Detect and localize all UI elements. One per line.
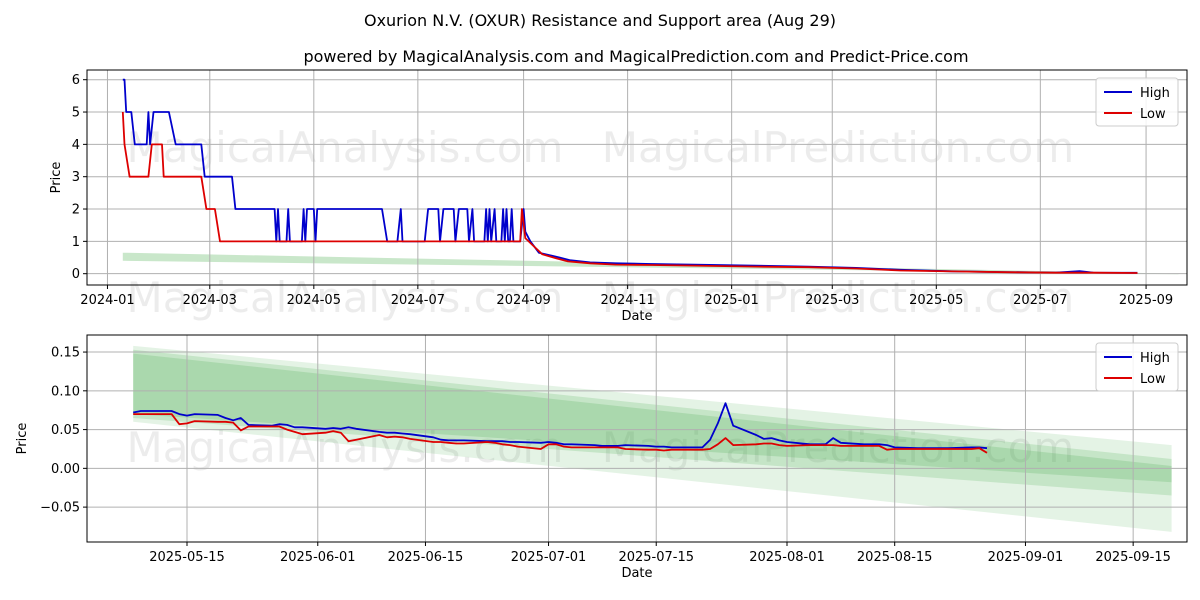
axes-frame [86,334,1188,543]
series-line-high [122,78,1138,274]
x-tick-label: 2025-03 [805,293,859,308]
chart-subtitle: powered by MagicalAnalysis.com and Magic… [303,47,968,66]
y-tick-label: 0.15 [51,346,80,361]
y-tick-label: 5 [72,106,80,121]
x-axis-label: Date [621,309,652,324]
x-tick-label: 2025-09 [1119,293,1173,308]
y-tick-label: −0.05 [40,501,80,516]
x-tick-label: 2025-01 [704,293,758,308]
series-line-low [121,111,1138,274]
x-tick-label: 2024-11 [600,293,654,308]
x-tick-label: 2025-06-15 [388,550,464,565]
watermark-left-mid: MagicalAnalysis.com [127,273,564,322]
x-tick-label: 2025-08-15 [857,550,933,565]
y-tick-label: 3 [72,170,80,185]
x-tick-label: 2025-07 [1013,293,1067,308]
support-resistance-band-0 [133,345,1172,532]
y-axis-label: Price [49,162,64,194]
y-tick-label: 6 [72,73,80,88]
x-tick-label: 2025-08-01 [749,550,825,565]
y-tick-label: 0.05 [51,423,80,438]
x-tick-label: 2024-05 [287,293,341,308]
watermark-right-top: MagicalPrediction.com [602,123,1075,172]
chart-suptitle: Oxurion N.V. (OXUR) Resistance and Suppo… [364,11,836,30]
legend-label-low: Low [1140,372,1166,387]
legend-label-low: Low [1140,107,1166,122]
support-resistance-band-1 [133,349,1172,496]
y-axis-label: Price [15,423,30,455]
x-tick-label: 2025-07-15 [618,550,694,565]
legend-label-high: High [1140,86,1170,101]
x-axis-label: Date [621,566,652,581]
support-resistance-band-2 [133,353,1172,483]
top-chart-panel: 2024-01 2024-03 2024-05 2024-07 2024-09 2024-… [49,69,1188,324]
y-tick-label: 0.10 [51,384,80,399]
y-tick-label: 0 [72,267,80,282]
x-tick-label: 2024-01 [80,293,134,308]
watermark-left-bottom: MagicalAnalysis.com [127,423,564,472]
watermark-right-mid: MagicalPrediction.com [602,273,1075,322]
x-tick-label: 2025-06-01 [280,550,356,565]
x-tick-label: 2024-07 [391,293,445,308]
x-tick-label: 2024-09 [496,293,550,308]
x-tick-label: 2025-09-01 [988,550,1064,565]
legend-label-high: High [1140,351,1170,366]
legend: High Low [1095,342,1179,392]
y-tick-label: 2 [72,203,80,218]
x-tick-label: 2025-05 [909,293,963,308]
series-line-low [133,413,988,454]
axes-frame [86,69,1188,286]
y-tick-label: 4 [72,138,80,153]
legend: High Low [1095,77,1179,127]
watermark-left-top: MagicalAnalysis.com [127,123,564,172]
y-tick-label: 1 [72,235,80,250]
x-tick-label: 2025-05-15 [149,550,225,565]
bottom-chart-panel: 2025-05-15 2025-06-01 2025-06-15 2025-07-01… [15,334,1188,581]
x-tick-label: 2024-03 [183,293,237,308]
x-tick-label: 2025-07-01 [511,550,587,565]
x-tick-label: 2025-09-15 [1095,550,1171,565]
y-tick-label: 0.00 [51,462,80,477]
series-line-high [133,402,988,450]
